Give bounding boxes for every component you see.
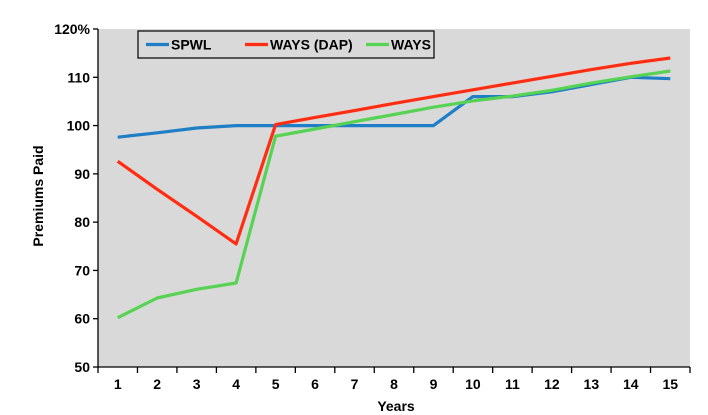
legend-label: SPWL (171, 37, 212, 53)
series-line-ways-dap (116, 56, 671, 246)
y-tick-label: 80 (74, 214, 90, 230)
y-tick-label: 70 (74, 262, 90, 278)
y-tick-label: 120% (54, 21, 90, 37)
x-tick-label: 10 (465, 376, 481, 392)
y-tick-label: 100 (67, 118, 91, 134)
x-tick-label: 9 (430, 376, 438, 392)
x-tick-label: 8 (390, 376, 398, 392)
x-tick-label: 15 (662, 376, 678, 392)
x-tick-label: 3 (193, 376, 201, 392)
x-tick-label: 12 (544, 376, 560, 392)
y-tick-label: 60 (74, 311, 90, 327)
plot-area (98, 29, 690, 367)
x-tick-label: 2 (153, 376, 161, 392)
series-line-ways (116, 69, 671, 320)
x-tick-label: 6 (311, 376, 319, 392)
y-tick-label: 110 (67, 69, 90, 85)
x-tick-label: 7 (351, 376, 359, 392)
axes (93, 28, 691, 373)
legend: SPWL WAYS (DAP) WAYS (137, 30, 435, 59)
x-tick-label: 11 (505, 376, 520, 392)
legend-label: WAYS (DAP) (270, 37, 353, 53)
x-tick-label: 4 (232, 376, 240, 392)
x-tick-label: 1 (114, 376, 122, 392)
legend-label: WAYS (391, 37, 431, 53)
x-tick-label: 13 (584, 376, 600, 392)
y-tick-label: 90 (74, 166, 90, 182)
x-tick-label: 14 (623, 376, 639, 392)
y-axis-title: Premiums Paid (30, 145, 46, 246)
y-tick-label: 50 (74, 359, 90, 375)
series-layer (116, 56, 671, 320)
x-axis-title: Years (377, 398, 415, 414)
x-tick-label: 5 (272, 376, 280, 392)
